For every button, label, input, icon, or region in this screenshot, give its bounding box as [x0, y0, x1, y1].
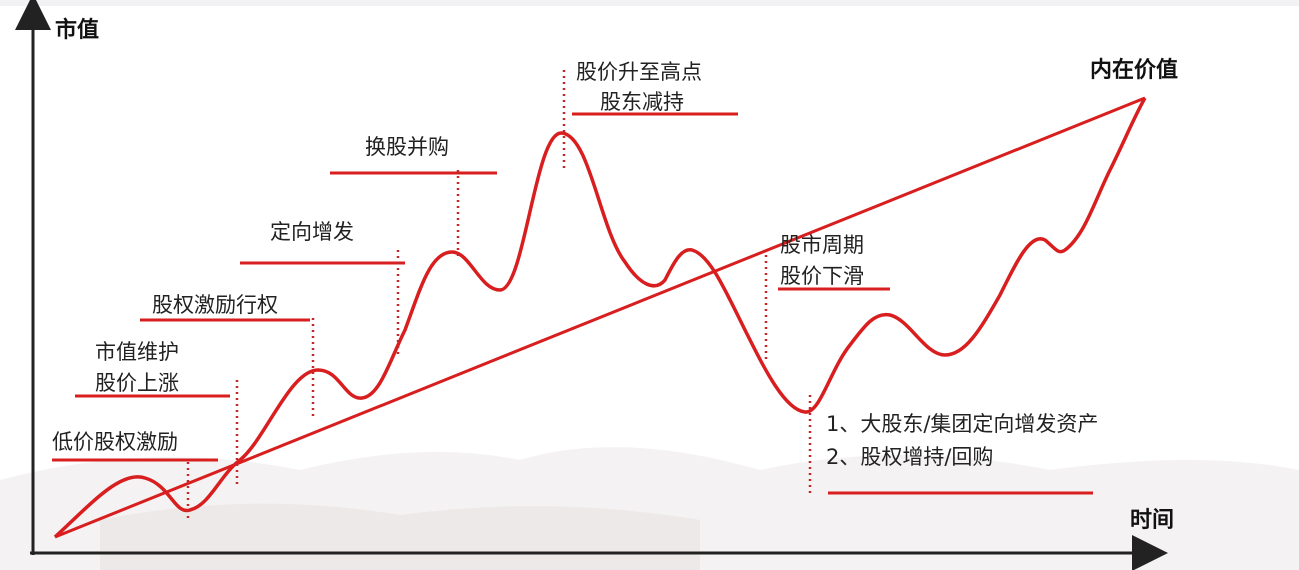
- event-markers: [186, 70, 812, 522]
- x-axis-label: 时间: [1130, 508, 1175, 533]
- event-price-decline: 股价下滑: [780, 264, 864, 288]
- event-price-peak: 股价升至高点: [576, 60, 702, 84]
- y-axis-label: 市值: [55, 18, 100, 43]
- intrinsic-value-line: [54, 96, 1146, 539]
- event-private-placement: 定向增发: [270, 220, 354, 244]
- event-incentive-exercise: 股权激励行权: [152, 293, 278, 317]
- event-market-cycle: 股市周期: [780, 233, 864, 257]
- event-shareholder-reduction: 股东减持: [600, 90, 684, 114]
- event-asset-injection: 1、大股东/集团定向增发资产: [826, 412, 1099, 436]
- event-price-rise: 股价上涨: [95, 371, 179, 395]
- event-buyback: 2、股权增持/回购: [826, 445, 994, 469]
- intrinsic-value-label: 内在价值: [1090, 58, 1179, 83]
- event-low-price-incentive: 低价股权激励: [52, 430, 178, 454]
- event-share-swap-merger: 换股并购: [365, 135, 449, 159]
- market-value-curve: [53, 97, 1147, 539]
- label-underlines: [52, 112, 1093, 495]
- event-market-maintenance: 市值维护: [95, 340, 179, 364]
